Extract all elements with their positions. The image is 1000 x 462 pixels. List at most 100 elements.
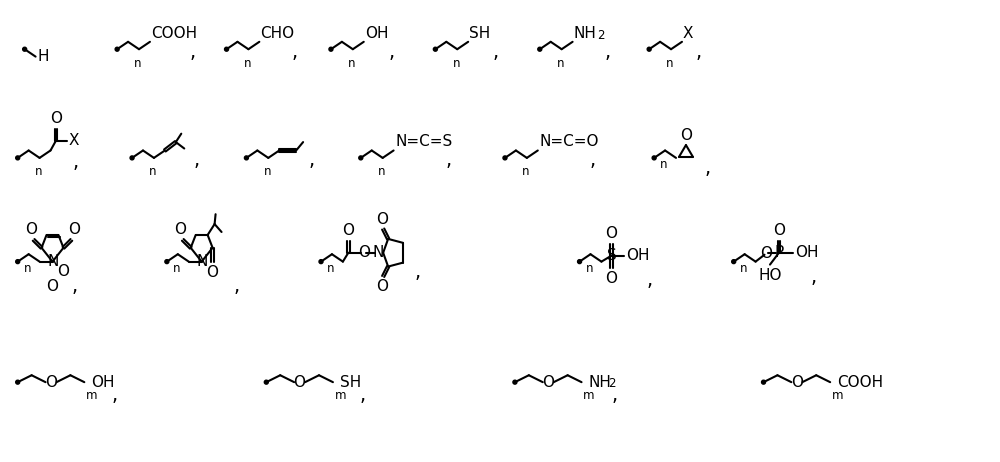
Text: ,: , — [309, 151, 315, 170]
Text: O: O — [605, 226, 617, 241]
Text: O: O — [773, 223, 785, 238]
Text: P: P — [774, 245, 784, 260]
Text: O: O — [46, 280, 58, 294]
Circle shape — [225, 47, 229, 51]
Text: SH: SH — [340, 375, 361, 389]
Text: ,: , — [389, 43, 395, 62]
Text: n: n — [740, 261, 747, 274]
Text: ,: , — [811, 268, 817, 287]
Text: H: H — [37, 49, 49, 64]
Circle shape — [578, 260, 582, 264]
Text: O: O — [358, 245, 370, 260]
Text: COOH: COOH — [837, 375, 883, 389]
Text: OH: OH — [91, 375, 115, 389]
Text: ,: , — [233, 277, 240, 296]
Text: n: n — [522, 165, 530, 178]
Text: ,: , — [194, 151, 200, 170]
Text: SH: SH — [469, 26, 490, 41]
Text: n: n — [35, 165, 42, 178]
Circle shape — [130, 156, 134, 160]
Text: n: n — [173, 261, 181, 274]
Text: N=C=S: N=C=S — [395, 134, 452, 149]
Text: X: X — [683, 26, 693, 41]
Text: n: n — [586, 261, 593, 274]
Circle shape — [165, 260, 169, 264]
Text: ,: , — [589, 151, 596, 170]
Text: n: n — [134, 57, 142, 70]
Text: ,: , — [611, 385, 617, 405]
Text: O: O — [50, 111, 62, 126]
Circle shape — [647, 47, 651, 51]
Text: O: O — [376, 212, 388, 226]
Text: OH: OH — [365, 26, 388, 41]
Text: S: S — [607, 248, 616, 263]
Circle shape — [244, 156, 248, 160]
Text: O: O — [760, 246, 772, 261]
Circle shape — [329, 47, 333, 51]
Text: n: n — [378, 165, 385, 178]
Text: HO: HO — [758, 267, 782, 283]
Text: NH: NH — [574, 26, 596, 41]
Circle shape — [538, 47, 542, 51]
Text: O: O — [57, 264, 69, 279]
Circle shape — [16, 156, 20, 160]
Text: n: n — [24, 261, 31, 274]
Text: X: X — [68, 133, 79, 148]
Text: ,: , — [291, 43, 297, 62]
Text: O: O — [680, 128, 692, 143]
Circle shape — [652, 156, 656, 160]
Text: 2: 2 — [597, 29, 604, 43]
Text: O: O — [45, 375, 57, 389]
Text: NH: NH — [589, 375, 611, 389]
Text: ,: , — [415, 263, 421, 282]
Text: m: m — [832, 389, 843, 401]
Text: n: n — [244, 57, 251, 70]
Text: O: O — [342, 223, 354, 238]
Text: O: O — [791, 375, 803, 389]
Circle shape — [433, 47, 437, 51]
Text: O: O — [376, 279, 388, 294]
Text: O: O — [68, 222, 80, 237]
Circle shape — [115, 47, 119, 51]
Text: O: O — [605, 271, 617, 286]
Text: ,: , — [73, 153, 79, 172]
Circle shape — [732, 260, 736, 264]
Text: n: n — [327, 261, 335, 274]
Text: ,: , — [71, 277, 77, 296]
Text: m: m — [334, 389, 346, 401]
Text: O: O — [207, 265, 219, 280]
Text: N: N — [196, 254, 208, 269]
Text: ,: , — [696, 43, 702, 62]
Text: n: n — [149, 165, 157, 178]
Text: n: n — [666, 57, 674, 70]
Text: O: O — [294, 375, 306, 389]
Text: m: m — [583, 389, 595, 401]
Text: OH: OH — [626, 248, 650, 263]
Text: O: O — [174, 222, 186, 237]
Text: ,: , — [111, 385, 117, 405]
Text: O: O — [25, 222, 37, 237]
Circle shape — [359, 156, 363, 160]
Text: CHO: CHO — [260, 26, 294, 41]
Text: ,: , — [493, 43, 499, 62]
Text: 2: 2 — [608, 377, 615, 389]
Text: n: n — [264, 165, 271, 178]
Text: ,: , — [705, 159, 711, 178]
Text: ,: , — [646, 271, 652, 290]
Circle shape — [16, 380, 20, 384]
Text: n: n — [557, 57, 564, 70]
Text: N=C=O: N=C=O — [539, 134, 599, 149]
Text: m: m — [86, 389, 97, 401]
Text: n: n — [660, 158, 668, 171]
Circle shape — [503, 156, 507, 160]
Circle shape — [23, 47, 27, 51]
Text: N: N — [372, 245, 384, 260]
Text: COOH: COOH — [151, 26, 197, 41]
Text: n: n — [452, 57, 460, 70]
Text: OH: OH — [795, 245, 818, 260]
Text: ,: , — [360, 385, 366, 405]
Text: ,: , — [445, 151, 451, 170]
Text: n: n — [348, 57, 356, 70]
Text: ,: , — [604, 43, 610, 62]
Circle shape — [319, 260, 323, 264]
